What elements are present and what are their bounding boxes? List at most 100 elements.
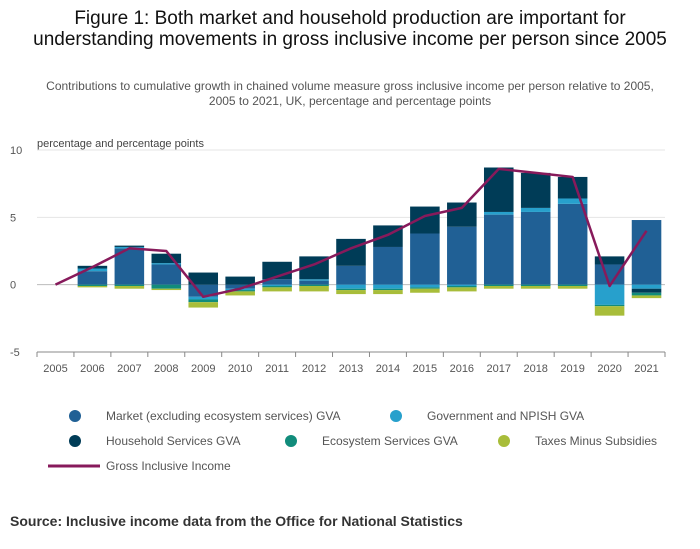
legend-label: Household Services GVA [106,434,241,448]
x-tick-label: 2011 [265,363,289,375]
bar-segment [410,287,440,289]
bar-segment [114,245,145,247]
bar-segment [520,211,551,285]
x-tick-label: 2010 [228,363,252,375]
bar-segment [483,167,514,212]
legend-swatch [69,435,81,447]
bar-segment [410,288,440,293]
x-tick-label: 2005 [43,363,67,375]
bar-segment [77,284,108,287]
bar-segment [151,264,182,285]
bar-segment [336,265,366,285]
x-tick-label: 2021 [634,363,658,375]
x-tick-label: 2007 [117,363,141,375]
legend-swatch [69,410,81,422]
bar-segment [520,207,551,212]
bar-segment [262,279,292,285]
bar-segment [557,198,588,204]
bar-segment [299,284,329,287]
bar-segment [262,287,292,292]
bar-segment [188,302,219,308]
bar-segment [447,284,477,287]
x-tick-label: 2020 [597,363,621,375]
source-note: Source: Inclusive income data from the O… [10,513,463,529]
bar-segment [631,220,662,285]
bar-segment [77,286,108,288]
bar-segment [410,284,440,288]
x-tick-label: 2012 [302,363,326,375]
bar-segment [483,211,514,215]
bar-segment [77,268,108,272]
x-tick-label: 2014 [376,363,400,375]
bar-segment [151,253,182,264]
legend-label: Gross Inclusive Income [106,459,231,473]
x-tick-label: 2018 [523,363,547,375]
bar-segment [483,286,514,289]
x-tick-label: 2008 [154,363,178,375]
legend-swatch [285,435,297,447]
bar-segment [594,284,625,305]
x-tick-label: 2015 [413,363,437,375]
bar-segment [299,279,329,281]
bar-segment [631,292,662,296]
x-tick-label: 2019 [560,363,584,375]
legend-swatch [390,410,402,422]
bar-segment [373,246,403,285]
bar-segment [483,284,514,287]
bar-segment [225,291,255,296]
legend-label: Market (excluding ecosystem services) GV… [106,409,341,423]
bar-segment [594,256,625,265]
y-axis: -5 0 5 10 [10,145,22,359]
bar-segment [447,226,477,285]
bar-segment [225,284,255,289]
chart-title: Figure 1: Both market and household prod… [33,8,667,50]
bar-segment [262,286,292,288]
bar-segment [336,290,366,295]
bar-segment [299,280,329,285]
bar-segment [631,295,662,299]
x-tick-label: 2006 [80,363,104,375]
x-tick-label: 2013 [339,363,363,375]
bar-segment [225,290,255,292]
bar-segment [77,271,108,285]
bar-segment [336,288,366,291]
gross-inclusive-income-line [54,167,648,299]
bar-segment [520,284,551,287]
y-tick-label: 5 [10,212,16,224]
legend: Market (excluding ecosystem services) GV… [48,409,657,473]
bar-segment [188,272,219,285]
bar-segment [631,284,662,289]
bar-segment [520,286,551,289]
bar-segment [631,288,662,293]
bar-segment [373,288,403,291]
legend-label: Ecosystem Services GVA [322,434,458,448]
bar-segment [188,296,219,300]
bar-segment [557,284,588,287]
bar-segment [483,214,514,285]
x-tick-label: 2017 [487,363,511,375]
bar-segment [447,287,477,292]
bar-segment [373,290,403,295]
bar-segment [594,304,625,307]
legend-swatch [498,435,510,447]
bar-segment [373,284,403,289]
bar-segment [151,263,182,265]
y-axis-unit-label: percentage and percentage points [37,138,204,150]
x-axis: 2005 2006 2007 2008 2009 2010 2011 2012 2013 2014… [36,351,666,375]
bar-segment [557,286,588,289]
bar-segment [557,203,588,285]
bar-segment [262,284,292,287]
legend-label: Government and NPISH GVA [427,409,584,423]
bar-segment [557,176,588,199]
bar-segment [151,288,182,291]
bar-segment [225,276,255,285]
bar-segment [447,286,477,288]
bar-segment [410,233,440,285]
bar-segment [188,299,219,303]
y-tick-label: 0 [10,280,16,292]
bar-segment [594,264,625,285]
x-tick-label: 2016 [450,363,474,375]
bar-segment [299,286,329,292]
bar-segment [594,306,625,316]
